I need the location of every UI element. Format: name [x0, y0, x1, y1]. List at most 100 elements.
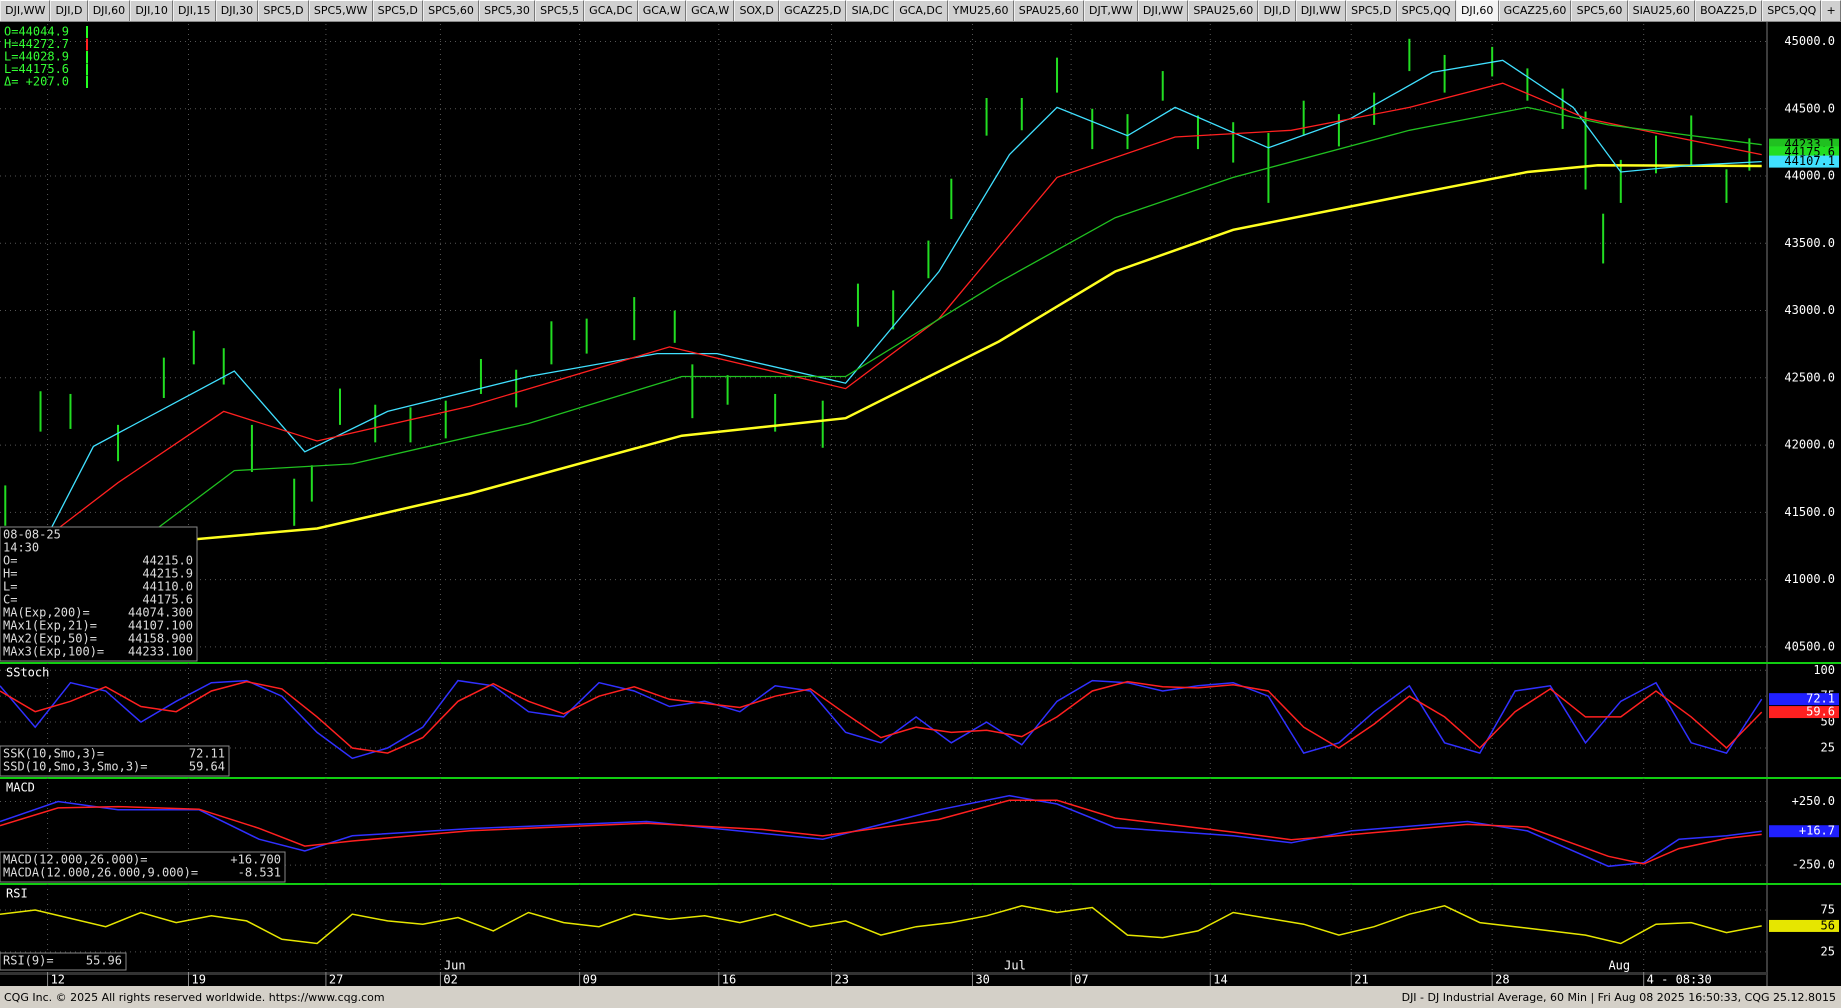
tab[interactable]: SPC5,5: [535, 0, 585, 21]
ohlc-header: L=44028.9: [4, 50, 69, 64]
y-tick-label: 100: [1813, 663, 1835, 677]
series-line: [57, 82, 1762, 530]
info-value: 44215.9: [142, 567, 193, 581]
tab[interactable]: SOX,D: [734, 0, 779, 21]
tab[interactable]: DJI,10: [130, 0, 173, 21]
info-value: 44110.0: [142, 580, 193, 594]
tab[interactable]: BOAZ25,D: [1695, 0, 1763, 21]
info-value: +16.700: [230, 853, 281, 867]
tab[interactable]: DJI,15: [172, 0, 216, 21]
x-tick-label: 16: [722, 973, 736, 987]
x-tick-label: 19: [192, 973, 206, 987]
series-line: [0, 905, 1762, 945]
tab[interactable]: SPC5,60: [1571, 0, 1628, 21]
tab[interactable]: YMU25,60: [947, 0, 1014, 21]
tab[interactable]: SPC5,30: [479, 0, 536, 21]
info-label: 14:30: [3, 541, 39, 555]
y-tick-label: 42500.0: [1784, 370, 1835, 384]
panel-title: RSI: [6, 887, 28, 901]
info-label: C=: [3, 593, 17, 607]
y-tick-label: 41000.0: [1784, 572, 1835, 586]
tab[interactable]: GCA,DC: [584, 0, 638, 21]
tab[interactable]: SPC5,60: [423, 0, 480, 21]
x-tick-label: 07: [1074, 973, 1088, 987]
series-line: [0, 799, 1762, 865]
tab[interactable]: DJI,60: [1455, 0, 1499, 21]
info-label: MAx3(Exp,100)=: [3, 645, 104, 659]
tab[interactable]: GCA,W: [637, 0, 686, 21]
tab[interactable]: SPAU25,60: [1013, 0, 1084, 21]
tab[interactable]: DJI,WW: [0, 0, 51, 21]
y-tick-label: 75: [1821, 902, 1835, 916]
tab[interactable]: SPC5,WW: [308, 0, 373, 21]
info-value: 55.96: [86, 954, 122, 968]
tab[interactable]: GCAZ25,60: [1498, 0, 1572, 21]
value-tag: [1769, 919, 1839, 932]
ohlc-header: O=44044.9: [4, 25, 69, 39]
value-tag-label: +16.7: [1799, 824, 1835, 838]
tab[interactable]: SIAU25,60: [1627, 0, 1696, 21]
x-tick-label: 4 - 08:30: [1647, 973, 1712, 987]
ohlc-header: L=44175.6: [4, 62, 69, 76]
header-marker: [86, 63, 88, 76]
info-label: SSD(10,Smo,3,Smo,3)=: [3, 760, 148, 774]
x-tick-label: 30: [975, 973, 989, 987]
info-value: 59.64: [189, 760, 225, 774]
info-value: 44175.6: [142, 593, 193, 607]
header-marker: [86, 76, 88, 88]
tab[interactable]: DJI,D: [50, 0, 88, 21]
tab[interactable]: +: [1821, 0, 1841, 21]
x-tick-label: 14: [1213, 973, 1227, 987]
y-tick-label: 44500.0: [1784, 101, 1835, 115]
tab[interactable]: DJI,30: [215, 0, 259, 21]
y-tick-label: 25: [1821, 944, 1835, 958]
info-box: [0, 745, 230, 777]
tab[interactable]: SPC5,QQ: [1762, 0, 1822, 21]
y-tick-label: 44000.0: [1784, 169, 1835, 183]
tab[interactable]: SIA,DC: [846, 0, 895, 21]
month-label: Aug: [1608, 959, 1630, 973]
x-tick-label: 02: [443, 973, 457, 987]
tab[interactable]: DJI,D: [1258, 0, 1296, 21]
tab[interactable]: SPC5,D: [1346, 0, 1397, 21]
month-label: Jun: [444, 959, 466, 973]
value-tag-label: 56: [1821, 918, 1835, 932]
y-tick-label: +250.0: [1792, 794, 1835, 808]
tab[interactable]: DJI,WW: [1137, 0, 1189, 21]
info-label: MACD(12.000,26.000)=: [3, 853, 148, 867]
series-line: [47, 59, 1762, 536]
value-tag: [1769, 693, 1839, 706]
info-value: 44074.300: [128, 606, 193, 620]
info-label: MACDA(12.000,26.000,9.000)=: [3, 866, 198, 880]
y-tick-label: 43000.0: [1784, 303, 1835, 317]
value-tag: [1769, 155, 1839, 168]
y-tick-label: 42000.0: [1784, 438, 1835, 452]
info-value: -8.531: [238, 866, 281, 880]
tab[interactable]: GCA,W: [686, 0, 735, 21]
tab[interactable]: SPAU25,60: [1188, 0, 1259, 21]
value-tag: [1769, 825, 1839, 838]
month-label: Jul: [1004, 959, 1026, 973]
series-line: [0, 680, 1763, 754]
tab[interactable]: SPC5,QQ: [1396, 0, 1456, 21]
y-tick-label: 41500.0: [1784, 505, 1835, 519]
x-tick-label: 28: [1495, 973, 1509, 987]
tab[interactable]: SPC5,D: [258, 0, 309, 21]
y-tick-label: -250.0: [1792, 858, 1835, 872]
tab[interactable]: DJI,60: [87, 0, 131, 21]
info-label: H=: [3, 567, 17, 581]
tab[interactable]: DJT,WW: [1083, 0, 1138, 21]
value-tag-label: 44107.1: [1784, 154, 1835, 168]
y-tick-label: 40500.0: [1784, 639, 1835, 653]
info-label: RSI(9)=: [3, 954, 54, 968]
tab[interactable]: DJI,WW: [1295, 0, 1347, 21]
tab[interactable]: SPC5,D: [372, 0, 424, 21]
tab[interactable]: GCAZ25,D: [779, 0, 847, 21]
value-tag-label: 72.1: [1806, 692, 1835, 706]
header-marker: [86, 38, 88, 51]
tab[interactable]: GCA,DC: [894, 0, 948, 21]
header-marker: [86, 51, 88, 63]
status-bar: [0, 986, 1841, 1008]
